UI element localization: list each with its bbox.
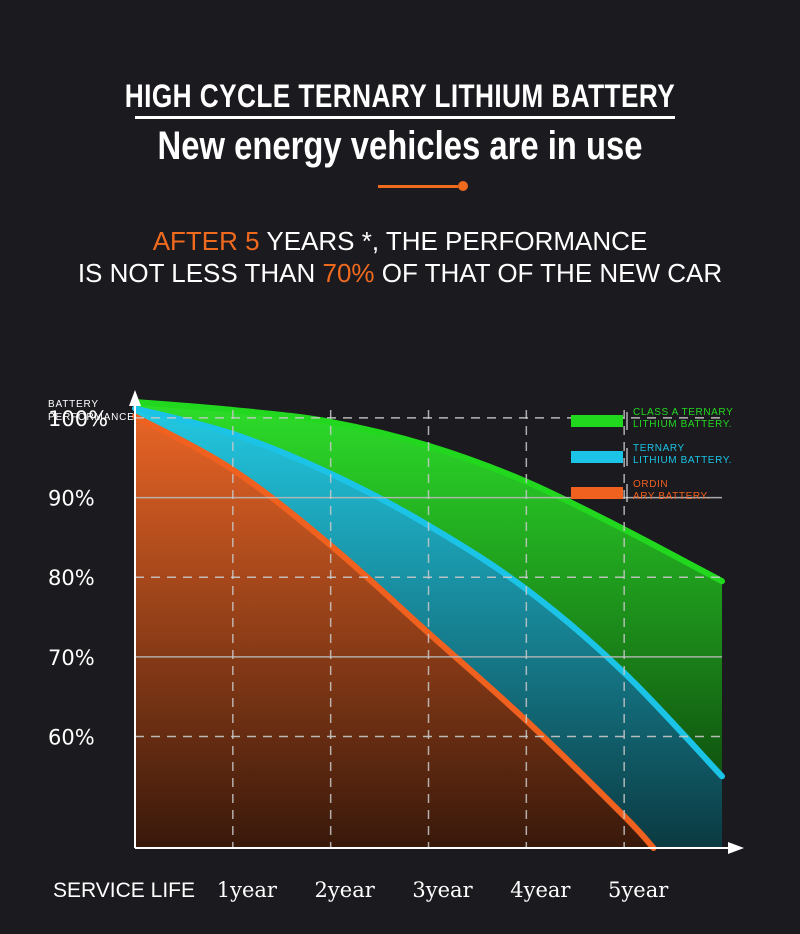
claim-line2-suffix: OF THAT OF THE NEW CAR: [374, 258, 723, 288]
legend-class-a-ternary-line2: LITHIUM BATTERY.: [633, 419, 732, 430]
legend-ternary-line2: LITHIUM BATTERY.: [633, 455, 732, 466]
x-tick-label-4: 4year: [510, 878, 571, 902]
y-tick-label-90: 90%: [48, 487, 95, 511]
x-axis-label: SERVICE LIFE: [53, 879, 195, 902]
series-line-ordinary: [132, 413, 657, 851]
x-axis-arrow-icon: [728, 842, 744, 854]
accent-dot: [458, 181, 468, 191]
y-axis-arrow-icon: [129, 390, 141, 406]
x-tick-label-2: 2year: [315, 878, 376, 902]
x-tick-label-1: 1year: [217, 878, 278, 902]
page-subtitle: New energy vehicles are in use: [157, 124, 643, 168]
claim-after: AFTER: [152, 226, 246, 256]
legend-class-a-ternary-swatch: [571, 415, 623, 427]
legend-ordinary-line2: ARY BATTERY.: [633, 491, 710, 502]
claim-line-1: AFTER 5 YEARS *, THE PERFORMANCE: [0, 224, 800, 258]
claim-years-value: 5: [245, 226, 260, 256]
x-tick-label-3: 3year: [412, 878, 473, 902]
page-title: HIGH CYCLE TERNARY LITHIUM BATTERY: [124, 78, 676, 114]
y-axis-label-line2: PERFORMANCE: [48, 412, 135, 423]
y-tick-label-80: 80%: [48, 566, 95, 590]
legend-ternary-line1: TERNARY: [633, 443, 685, 454]
claim-line1-suffix: YEARS *, THE PERFORMANCE: [259, 226, 648, 256]
y-tick-label-60: 60%: [48, 726, 95, 750]
legend-ordinary-line1: ORDIN: [633, 479, 668, 490]
claim-percent-value: 70%: [322, 258, 375, 288]
title-underline: [135, 116, 675, 119]
x-tick-label-5: 5year: [608, 878, 669, 902]
series-area-ordinary: [135, 416, 654, 848]
legend-class-a-ternary-line1: CLASS A TERNARY: [633, 407, 733, 418]
y-axis-label-line1: BATTERY: [48, 399, 99, 410]
legend-ordinary-swatch: [571, 487, 623, 499]
accent-divider: [378, 185, 458, 188]
y-tick-label-100: 100%: [48, 407, 108, 431]
y-tick-label-70: 70%: [48, 646, 95, 670]
claim-line2-prefix: IS NOT LESS THAN: [77, 258, 323, 288]
claim-line-2: IS NOT LESS THAN 70% OF THAT OF THE NEW …: [0, 256, 800, 290]
legend-ternary-swatch: [571, 451, 623, 463]
